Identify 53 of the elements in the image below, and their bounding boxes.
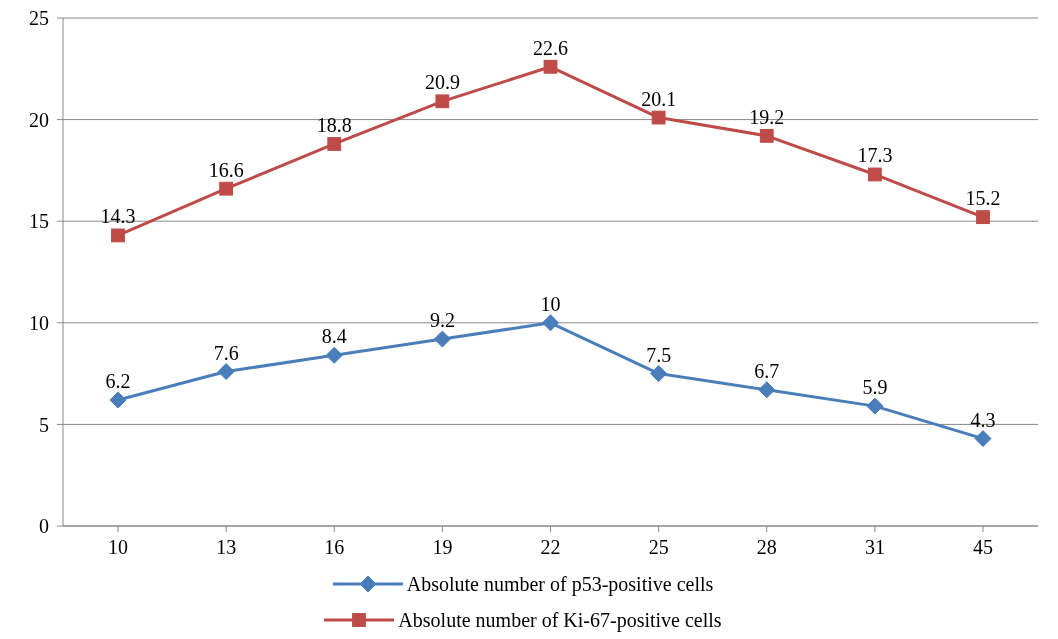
data-label: 6.2 <box>105 370 131 393</box>
point <box>651 110 666 125</box>
data-label: 20.9 <box>424 71 460 94</box>
x-tick-label: 19 <box>432 536 453 559</box>
x-tick-label: 25 <box>648 536 669 559</box>
data-label: 19.2 <box>749 105 785 128</box>
point <box>974 430 992 448</box>
point <box>976 210 990 225</box>
data-label: 10 <box>540 292 561 315</box>
data-label: 6.7 <box>754 359 780 382</box>
data-label: 20.1 <box>641 87 677 110</box>
point <box>650 365 668 383</box>
data-label: 4.3 <box>970 408 996 431</box>
data-label: 16.6 <box>208 158 244 181</box>
data-label: 5.9 <box>862 376 888 399</box>
legend-label: Absolute number of Ki-67-positive cells <box>398 608 722 632</box>
data-label: 7.6 <box>213 341 239 364</box>
point <box>543 59 558 74</box>
y-tick-label: 0 <box>39 515 49 538</box>
point <box>217 363 235 381</box>
x-tick-label: 22 <box>540 536 561 559</box>
x-tick-label: 28 <box>756 536 777 559</box>
data-label: 14.3 <box>100 205 136 228</box>
data-label: 7.5 <box>646 343 672 366</box>
point <box>111 228 125 243</box>
point <box>759 128 774 143</box>
data-label: 22.6 <box>533 36 568 59</box>
y-tick-label: 5 <box>39 413 49 436</box>
point <box>758 381 776 399</box>
x-tick-label: 16 <box>324 536 345 559</box>
point <box>435 94 450 109</box>
point <box>433 330 451 348</box>
y-tick-label: 25 <box>29 7 49 30</box>
data-label: 9.2 <box>429 309 455 332</box>
point <box>867 167 882 182</box>
x-tick-label: 45 <box>973 536 993 559</box>
y-tick-label: 15 <box>29 210 49 233</box>
point <box>542 314 559 332</box>
data-label: 18.8 <box>316 113 352 136</box>
x-tick-label: 31 <box>864 536 885 559</box>
legend-label: Absolute number of p53-positive cells <box>406 572 714 596</box>
y-tick-label: 10 <box>29 311 49 334</box>
data-label: 17.3 <box>857 144 893 167</box>
x-tick-label: 10 <box>108 536 128 559</box>
point <box>325 346 343 364</box>
point <box>866 397 884 415</box>
data-label: 15.2 <box>965 187 1001 210</box>
point <box>219 181 234 196</box>
y-tick-label: 20 <box>29 108 49 131</box>
point <box>109 391 127 409</box>
data-label: 8.4 <box>321 325 347 348</box>
point <box>327 137 342 151</box>
x-tick-label: 13 <box>216 536 237 559</box>
